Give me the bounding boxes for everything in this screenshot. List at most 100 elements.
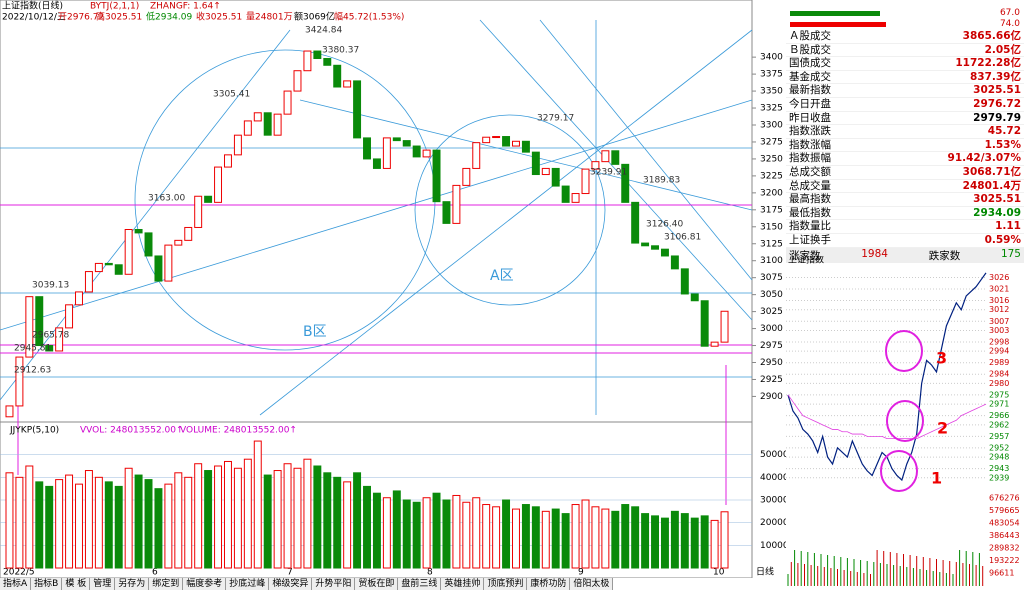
volume-bar — [482, 504, 491, 569]
y-tick-label: 3007 — [989, 317, 1009, 326]
info-row: 最高指数 3025.51 — [786, 193, 1024, 207]
header-text: 2022/10/12/三 — [2, 13, 66, 23]
volume-bar — [174, 472, 183, 569]
y-tick-label: 2994 — [989, 347, 1009, 356]
tab[interactable]: 模 板 — [62, 578, 91, 590]
info-value: 3865.66亿 — [962, 30, 1021, 42]
candle — [65, 304, 74, 329]
info-row: 指数量比 1.11 — [786, 220, 1024, 234]
info-label: 指数振幅 — [789, 152, 831, 165]
info-label: 最新指数 — [789, 84, 831, 97]
annotation: A区 — [490, 268, 514, 284]
candle — [651, 245, 660, 250]
volume-bar — [700, 515, 709, 569]
volume-bar — [432, 492, 441, 569]
period-label: 日线 — [756, 566, 774, 578]
info-value: 2.05亿 — [984, 43, 1021, 56]
header-text: ZHANGF: 1.64↑ — [150, 2, 221, 12]
volume-bar — [720, 511, 729, 569]
candle — [521, 140, 530, 153]
y-tick-label: 50000 — [760, 450, 786, 460]
volume-bar — [75, 483, 83, 569]
volume-bar — [144, 479, 153, 569]
candle — [551, 167, 560, 187]
volume-bar — [293, 467, 302, 569]
candle — [482, 136, 491, 144]
volume-bar — [5, 472, 14, 569]
tab[interactable]: 绑定到 — [149, 578, 184, 590]
y-tick-label: 20000 — [760, 518, 786, 528]
candle — [700, 300, 709, 347]
updown: 跌家数 — [928, 249, 961, 262]
candle — [502, 136, 511, 147]
tab[interactable]: 指标A — [0, 578, 32, 590]
volume-bar — [631, 506, 640, 569]
tab[interactable]: 升势平阳 — [312, 578, 356, 590]
updown: 1984 — [861, 247, 888, 260]
candle — [621, 163, 630, 203]
tab[interactable]: 盘前三线 — [398, 578, 442, 590]
candle — [223, 154, 232, 168]
candle — [154, 255, 163, 282]
info-value: 45.72 — [987, 125, 1021, 138]
tab[interactable]: 康桥功防 — [527, 578, 571, 590]
tab[interactable]: 顶底预判 — [484, 578, 528, 590]
annotation: 3305.41 — [213, 90, 250, 100]
candle — [670, 255, 679, 270]
volume-bar — [313, 465, 322, 569]
header-text: 低2934.09 — [146, 11, 192, 23]
info-value: 0.59% — [984, 233, 1021, 246]
date-label: 2022/5 — [3, 568, 35, 578]
volume-bar — [412, 501, 421, 569]
y-tick-label: 3300 — [760, 121, 783, 131]
tab[interactable]: 抄底过峰 — [226, 578, 270, 590]
volume-bar — [621, 504, 630, 569]
volume-bar — [680, 513, 689, 569]
y-tick-label: 2989 — [989, 358, 1009, 367]
header-text: 开2976.72 — [58, 12, 104, 23]
info-label: 上证换手 — [789, 233, 831, 246]
volume-bar — [154, 488, 163, 569]
tab[interactable]: 另存为 — [115, 578, 150, 590]
date-label: 10 — [713, 568, 725, 578]
tab[interactable]: 贸板在即 — [355, 578, 399, 590]
vol-tick-label: 96611 — [989, 569, 1014, 578]
vol-tick-label: 579665 — [989, 506, 1020, 515]
info-row: 指数涨幅 1.53% — [786, 139, 1024, 153]
info-value: 91.42/3.07% — [947, 152, 1021, 165]
y-tick-label: 3012 — [989, 305, 1009, 314]
candle — [372, 158, 381, 169]
volume-bar — [690, 517, 699, 569]
volume-bar — [124, 467, 133, 569]
volume-bar — [114, 485, 123, 569]
tab[interactable]: 指标B — [31, 578, 63, 590]
annotation: 3126.40 — [646, 220, 683, 230]
info-label: 最高指数 — [789, 193, 831, 206]
candle — [124, 229, 133, 275]
volume-bar — [670, 510, 679, 569]
candle — [194, 195, 203, 228]
gann-lines — [0, 19, 753, 416]
candle — [462, 167, 471, 186]
header-text: 幅45.72(1.53%) — [334, 11, 404, 23]
candle — [472, 142, 481, 169]
updown: 175 — [1000, 247, 1021, 260]
vol-tick-label: 289832 — [989, 544, 1020, 553]
tab[interactable]: 倍阳太极 — [570, 578, 614, 590]
volume-bar — [343, 481, 352, 569]
info-label: Ｂ股成交 — [789, 43, 831, 56]
tab[interactable]: 幅度参考 — [183, 578, 227, 590]
volume-bar — [591, 506, 600, 569]
header-text: 高3025.51 — [96, 11, 142, 23]
candle — [581, 168, 590, 195]
tab[interactable]: 梯级突异 — [269, 578, 313, 590]
tab[interactable]: 管理 — [90, 578, 116, 590]
tab[interactable]: 英雄挂帅 — [441, 578, 485, 590]
volume-bar — [194, 463, 203, 569]
tabs: 指标A 指标B 模 板管理 另存为 绑定到 幅度参考 抄底过峰 梯级突异 升势平阳 贸板在即 盘前三… — [0, 578, 614, 590]
candle — [174, 239, 183, 246]
y-tick-label: 3000 — [760, 324, 783, 334]
ratio-bar — [790, 22, 886, 27]
markup-lines — [0, 204, 752, 505]
candle — [382, 137, 391, 169]
